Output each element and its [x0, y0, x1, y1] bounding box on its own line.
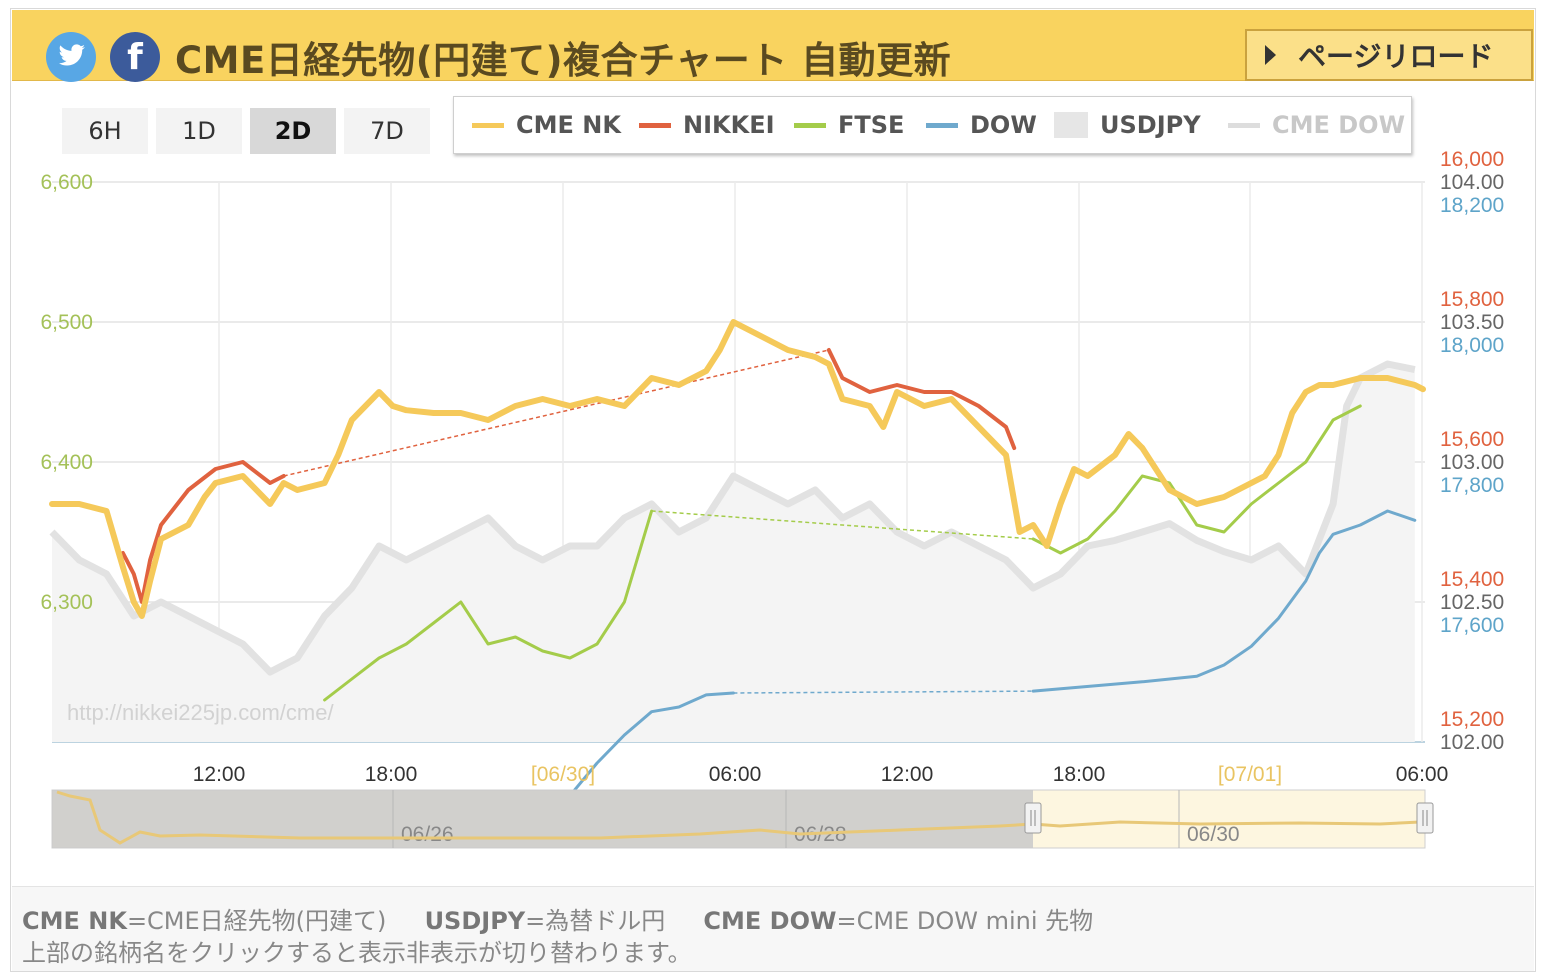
- y-right-nikkei-tick-label: 15,600: [1440, 428, 1504, 451]
- usdjpy-area: [52, 364, 1415, 742]
- reload-label: ページリロード: [1298, 40, 1494, 73]
- handle-body: [1416, 802, 1434, 834]
- range-button-1d[interactable]: 1D: [156, 108, 242, 154]
- ftse-line: [323, 404, 1362, 702]
- y-left-tick-label: 6,500: [40, 311, 93, 334]
- y-right-dow-tick-label: 18,200: [1440, 194, 1504, 217]
- legend-line-swatch: [926, 122, 958, 128]
- y-left-tick-label: 6,400: [40, 451, 93, 474]
- y-right-dow-tick-label: 17,800: [1440, 474, 1504, 497]
- range-button-2d[interactable]: 2D: [250, 108, 336, 154]
- legend-item-cme-dow[interactable]: CME DOW: [1228, 111, 1405, 139]
- chart-series-layer: [49, 319, 1426, 840]
- y-right-nikkei-tick-label: 15,800: [1440, 288, 1504, 311]
- navigator-left-handle[interactable]: [1024, 802, 1042, 834]
- legend-area-swatch: [1054, 112, 1088, 138]
- y-left-tick-label: 6,600: [40, 171, 93, 194]
- footer-hint: 上部の銘柄名をクリックすると表示非表示が切り替わります。: [22, 939, 692, 967]
- y-right-dow-tick-label: 18,000: [1440, 334, 1504, 357]
- x-tick-label: 18:00: [365, 763, 418, 786]
- y-right-usdjpy-tick-label: 102.00: [1440, 731, 1504, 754]
- legend-item-ftse[interactable]: FTSE: [794, 111, 904, 139]
- y-right-usdjpy-tick-label: 104.00: [1440, 171, 1504, 194]
- page-header: f CME日経先物(円建て)複合チャート 自動更新 ページリロード: [12, 10, 1534, 82]
- ftse-line-gap-connector: [651, 510, 1034, 540]
- legend-item-dow[interactable]: DOW: [926, 111, 1037, 139]
- x-tick-label: [06/30]: [531, 763, 595, 786]
- page-footer: CME NK=CME日経先物(円建て) USDJPY=為替ドル円 CME DOW…: [12, 886, 1534, 971]
- y-right-dow-tick-label: 17,600: [1440, 614, 1504, 637]
- y-right-nikkei-tick-label: 15,400: [1440, 568, 1504, 591]
- legend-item-usdjpy[interactable]: USDJPY: [1054, 111, 1201, 139]
- legend-line-swatch: [794, 122, 826, 128]
- legend-line-swatch: [639, 122, 671, 128]
- x-tick-label: 06:00: [709, 763, 762, 786]
- legend-item-cme-nk[interactable]: CME NK: [472, 111, 621, 139]
- x-tick-label: 18:00: [1053, 763, 1106, 786]
- range-button-6h[interactable]: 6H: [62, 108, 148, 154]
- x-tick-label: 12:00: [193, 763, 246, 786]
- page-reload-button[interactable]: ページリロード: [1245, 29, 1533, 81]
- y-right-usdjpy-tick-label: 103.50: [1440, 311, 1504, 334]
- navigator-overview-line: [56, 790, 1421, 845]
- footer-legend-explanation: CME NK=CME日経先物(円建て) USDJPY=為替ドル円 CME DOW…: [22, 907, 1094, 935]
- y-right-usdjpy-tick-label: 103.00: [1440, 451, 1504, 474]
- nikkei-line: [120, 348, 1017, 604]
- watermark-url: http://nikkei225jp.com/cme/: [67, 700, 334, 725]
- page-title: CME日経先物(円建て)複合チャート 自動更新: [175, 39, 952, 82]
- y-right-nikkei-tick-label: 16,000: [1440, 148, 1504, 171]
- legend-item-nikkei[interactable]: NIKKEI: [639, 111, 775, 139]
- navigator-date-label: 06/30: [1187, 823, 1240, 846]
- chart-legend: CME NK NIKKEI FTSE DOW USDJPY CME DOW: [453, 96, 1412, 154]
- nikkei-line-gap-connector: [283, 349, 829, 477]
- facebook-icon[interactable]: f: [110, 32, 160, 82]
- cme-nk-line: [49, 319, 1426, 619]
- dow-line-gap-connector: [733, 690, 1034, 694]
- x-tick-label: 12:00: [881, 763, 934, 786]
- y-right-usdjpy-tick-label: 102.50: [1440, 591, 1504, 614]
- play-triangle-icon: [1265, 45, 1276, 65]
- twitter-icon[interactable]: [46, 32, 96, 82]
- y-right-nikkei-tick-label: 15,200: [1440, 708, 1504, 731]
- legend-line-swatch: [472, 122, 504, 128]
- navigator-right-handle[interactable]: [1416, 802, 1434, 834]
- x-tick-label: 06:00: [1396, 763, 1449, 786]
- chart-axis-layer: 12:00 18:00 [06/30] 06:00 12:00 18:00 [07/01] 0…: [40, 148, 1504, 786]
- y-left-tick-label: 6,300: [40, 591, 93, 614]
- x-tick-label: [07/01]: [1218, 763, 1282, 786]
- handle-body: [1024, 802, 1042, 834]
- navigator-date-label: 06/26: [401, 823, 454, 846]
- usdjpy-line: [49, 360, 1416, 676]
- range-button-7d[interactable]: 7D: [344, 108, 430, 154]
- range-navigator: 06/26 06/28 06/30: [51, 789, 1434, 849]
- price-chart: 12:00 18:00 [06/30] 06:00 12:00 18:00 [07/01] 0…: [40, 148, 1504, 849]
- legend-line-swatch: [1228, 122, 1260, 128]
